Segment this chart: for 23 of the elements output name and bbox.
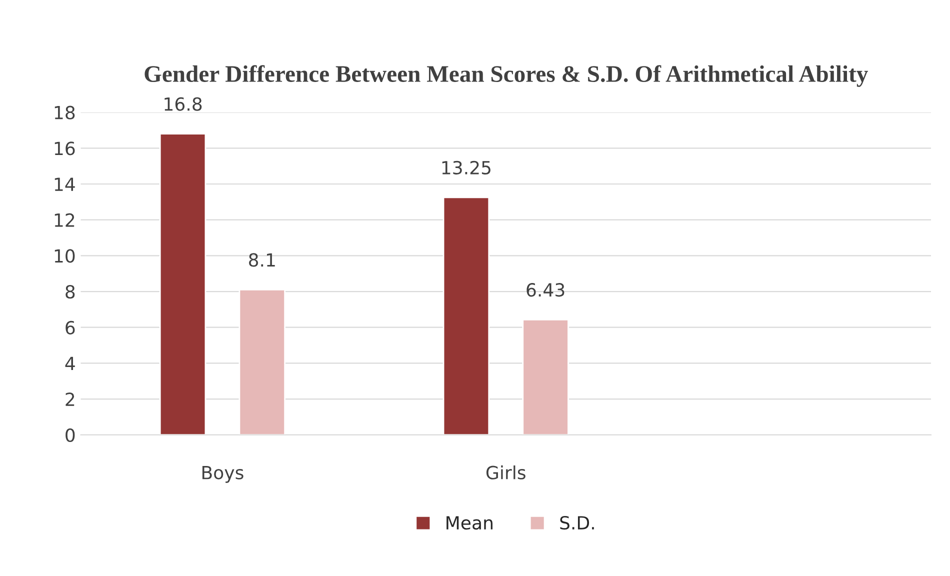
y-tick-label: 4	[65, 356, 75, 370]
y-tick-label: 6	[66, 320, 75, 334]
y-tick-label: 12	[54, 213, 74, 227]
x-tick-label: Boys	[202, 466, 244, 483]
legend-label: Mean	[446, 516, 492, 530]
y-tick-label: 2	[66, 392, 74, 406]
y-tick-label: 10	[54, 249, 75, 263]
data-label: 6.43	[526, 283, 564, 297]
bar	[522, 318, 569, 435]
x-tick-label: Girls	[486, 465, 526, 480]
bar	[442, 196, 490, 435]
data-label: 8.1	[249, 253, 275, 267]
y-tick-label: 16	[54, 142, 75, 156]
legend-label: S.D.	[560, 516, 594, 530]
bar	[159, 133, 206, 435]
y-tick-label: 8	[66, 284, 75, 299]
y-tick-label: 18	[54, 106, 75, 120]
y-tick-label: 14	[54, 178, 75, 191]
chart-title: Gender Difference Between Mean Scores & S.D. Of Arithmetical Ability	[144, 65, 868, 87]
data-label: 16.8	[164, 97, 202, 111]
bar	[238, 289, 286, 435]
data-label: 13.25	[442, 160, 490, 174]
y-tick-label: 0	[66, 428, 75, 442]
